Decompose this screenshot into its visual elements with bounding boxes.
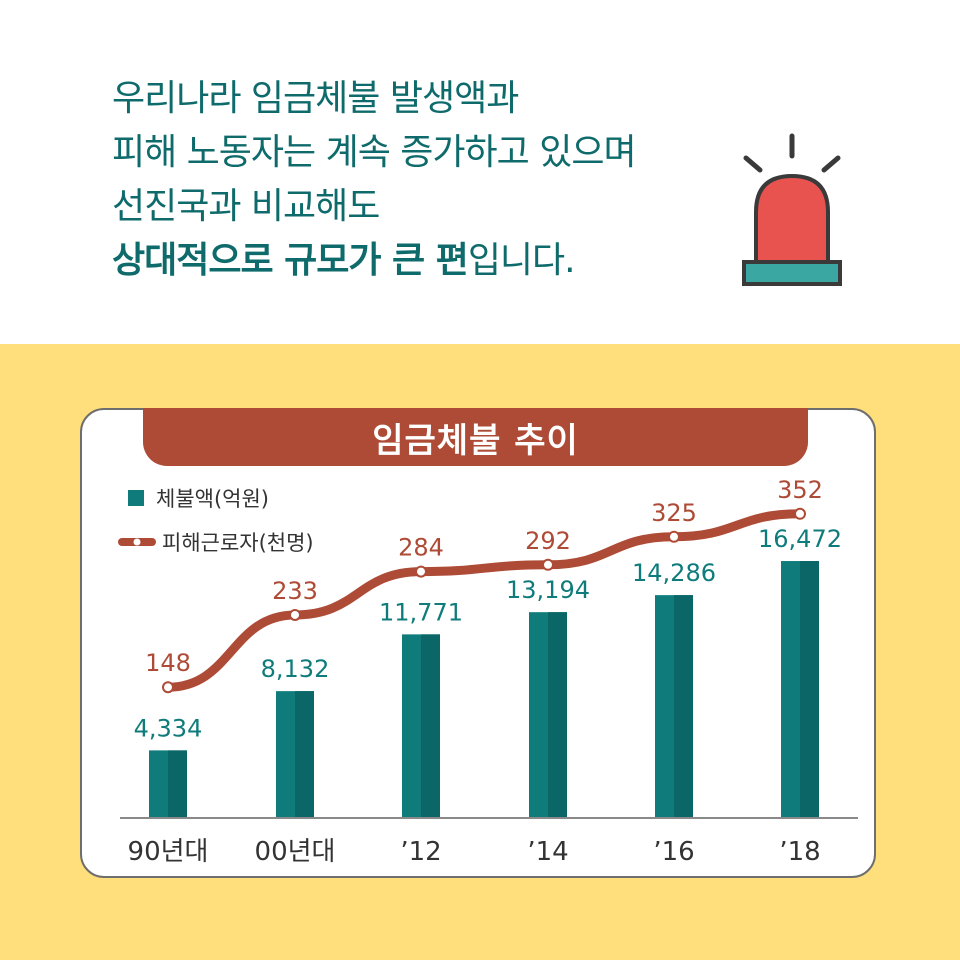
bar-shade (168, 750, 187, 818)
legend-line-label: 피해근로자(천명) (162, 531, 314, 555)
bar-value-label: 16,472 (758, 525, 842, 553)
top-section: 우리나라 임금체불 발생액과 피해 노동자는 계속 증가하고 있으며 선진국과 … (0, 0, 960, 344)
line-value-label: 352 (777, 476, 823, 504)
x-tick-label: ’18 (779, 837, 820, 867)
headline-line-4-rest: 입니다. (467, 240, 576, 281)
chart-card (80, 408, 876, 878)
headline-line-1: 우리나라 임금체불 발생액과 (112, 78, 519, 119)
siren-icon (742, 133, 842, 286)
legend-bar-label: 체불액(억원) (156, 487, 269, 511)
line-point (542, 558, 554, 571)
bar-shade (674, 595, 693, 818)
bar-value-label: 8,132 (261, 655, 330, 683)
bar-value-label: 13,194 (506, 576, 590, 604)
headline: 우리나라 임금체불 발생액과 피해 노동자는 계속 증가하고 있으며 선진국과 … (112, 72, 637, 288)
line-point (668, 530, 680, 543)
line-value-label: 284 (398, 534, 444, 562)
headline-emphasis: 상대적으로 규모가 큰 편 (112, 240, 469, 281)
line-point (162, 681, 174, 694)
x-tick-label: 00년대 (255, 837, 336, 867)
x-tick-label: 90년대 (128, 837, 209, 867)
legend-bar-swatch (128, 490, 144, 506)
chart-svg: 체불액(억원) 피해근로자(천명) 4,334 8,132 11,771 13,194 14… (118, 476, 858, 867)
x-tick-label: ’14 (527, 837, 568, 867)
bar-shade (800, 561, 819, 818)
bar-value-label: 14,286 (632, 559, 716, 587)
series-line (163, 509, 805, 692)
line-value-label: 233 (272, 577, 318, 605)
chart: 체불액(억원) 피해근로자(천명) 4,334 8,132 11,771 13,194 14… (80, 408, 876, 878)
headline-line-3: 선진국과 비교해도 (112, 186, 380, 227)
headline-line-2: 피해 노동자는 계속 증가하고 있으며 (112, 132, 637, 173)
chart-title: 임금체불 추이 (143, 408, 808, 466)
bar-value-label: 4,334 (134, 714, 203, 742)
headline-line-4: 상대적으로 규모가 큰 편입니다. (112, 234, 636, 288)
bar-shade (548, 612, 567, 818)
line-point (289, 608, 301, 621)
bar-shade (421, 634, 440, 818)
line-point (794, 507, 806, 520)
bar-shade (295, 691, 314, 818)
x-tick-label: ’12 (400, 837, 441, 867)
line-value-label: 292 (525, 527, 571, 555)
bar-value-label: 11,771 (379, 598, 463, 626)
x-tick-label: ’16 (653, 837, 694, 867)
line-value-label: 148 (145, 649, 191, 677)
line-value-label: 325 (651, 499, 697, 527)
line-point (415, 565, 427, 578)
legend-line-marker (133, 538, 141, 546)
